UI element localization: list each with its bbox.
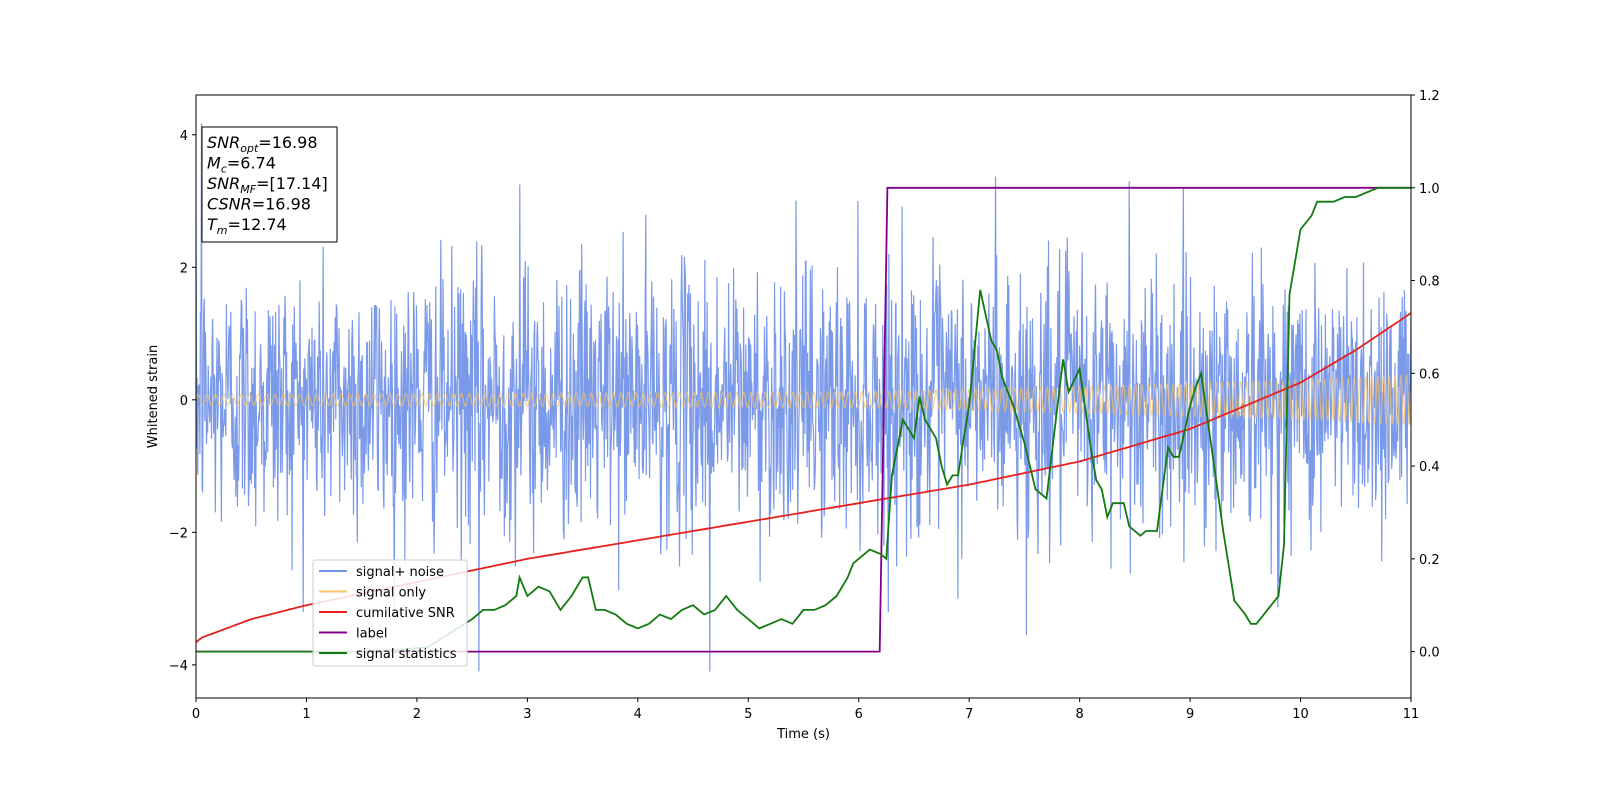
annotation-line: Tm=12.74 [207, 215, 287, 237]
annotation-line: CSNR=16.98 [207, 195, 311, 214]
x-tick-label: 7 [965, 707, 973, 722]
y-right-tick-label: 0.6 [1419, 367, 1440, 382]
x-tick-label: 5 [744, 707, 752, 722]
legend-label: signal only [356, 586, 426, 601]
x-tick-label: 8 [1075, 707, 1083, 722]
x-tick-label: 0 [192, 707, 200, 722]
y-left-tick-label: −2 [169, 526, 188, 541]
x-tick-label: 6 [855, 707, 863, 722]
legend-entry: signal+ noise [319, 565, 444, 580]
legend-entry: label [319, 627, 387, 642]
annotation-line: SNRopt=16.98 [207, 133, 318, 155]
annotation-frame [201, 126, 338, 243]
legend-entry: signal statistics [319, 647, 457, 662]
x-tick-label: 2 [413, 707, 421, 722]
y-right-tick-label: 0.8 [1419, 275, 1440, 290]
axes-frame [195, 94, 1412, 699]
series-label-line [196, 186, 1411, 653]
y-left-tick-label: 0 [180, 394, 188, 409]
x-tick-label: 3 [523, 707, 531, 722]
x-tick-label: 11 [1403, 707, 1420, 722]
x-tick-label: 9 [1186, 707, 1194, 722]
y-right-tick-label: 0.2 [1419, 553, 1440, 568]
legend-label: label [356, 627, 387, 642]
axes: 0 1 2 3 4 5 6 7 8 9 10 11 −4 −2 0 2 4 0.0 0.2 0.4 0.6 0.8 1.0 1… [169, 89, 1440, 722]
series-signal-only-line [196, 373, 1411, 426]
x-tick-label: 10 [1292, 707, 1309, 722]
y-left-tick-label: 2 [180, 261, 188, 276]
x-tick-label: 4 [634, 707, 642, 722]
legend: signal+ noise signal only cumilative SNR la… [312, 559, 468, 667]
legend-label: signal+ noise [356, 565, 444, 580]
legend-label: cumilative SNR [356, 606, 455, 621]
legend-entry: cumilative SNR [319, 606, 455, 621]
x-tick-label: 1 [302, 707, 310, 722]
y-left-tick-label: 4 [180, 129, 188, 144]
legend-entry: signal only [319, 586, 426, 601]
annotation-line: SNRMF=[17.14] [207, 174, 328, 196]
y-right-tick-label: 0.4 [1419, 460, 1440, 475]
series-signal-statistics-line [196, 186, 1411, 653]
legend-label: signal statistics [356, 647, 457, 662]
legend-frame [312, 559, 468, 667]
annotation-line: Mc=6.74 [207, 154, 276, 176]
y-right-tick-label: 1.0 [1419, 182, 1440, 197]
series-signal-plus-noise-line [196, 123, 1411, 672]
y-axis-label: Whitened strain [146, 345, 161, 448]
annotation-box: SNRopt=16.98Mc=6.74SNRMF=[17.14]CSNR=16.… [201, 126, 338, 243]
x-axis-label: Time (s) [776, 727, 830, 742]
y-left-tick-label: −4 [169, 659, 188, 674]
y-right-tick-label: 0.0 [1419, 646, 1440, 661]
y-right-tick-label: 1.2 [1419, 89, 1440, 104]
